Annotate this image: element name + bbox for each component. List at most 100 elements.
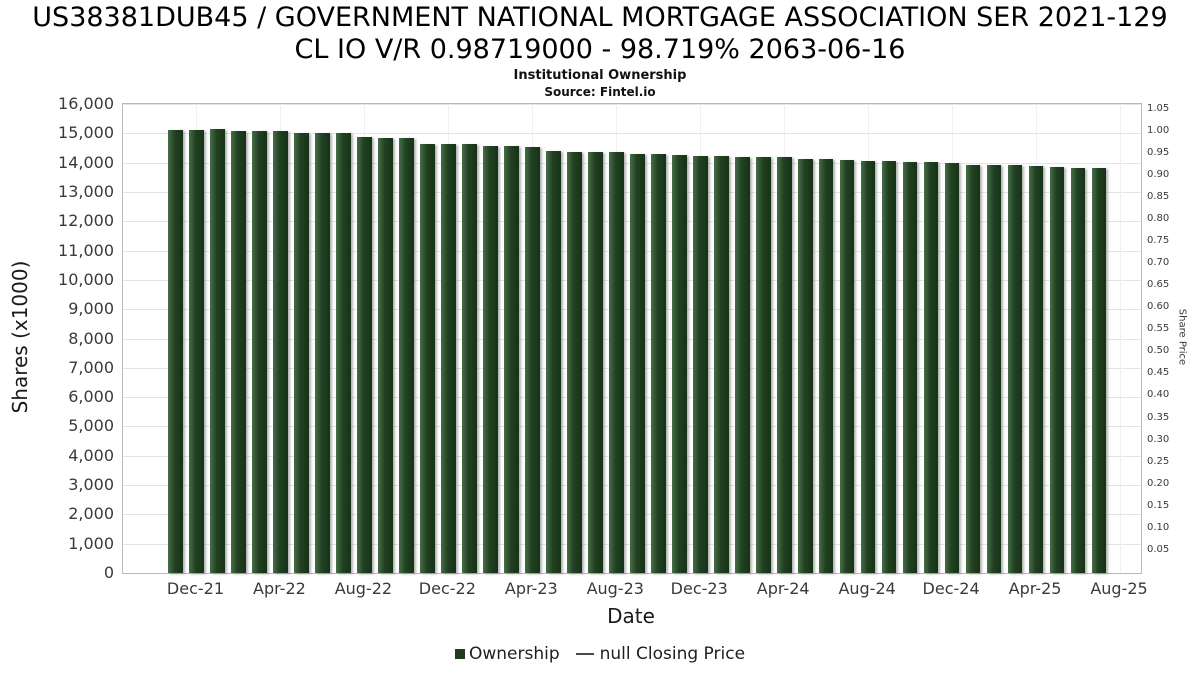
ownership-bar [294, 132, 309, 573]
x-tick-label: Aug-25 [1090, 579, 1148, 598]
y-tick-label-left: 12,000 [58, 211, 114, 231]
y-tick-label-left: 9,000 [68, 299, 114, 319]
y-tick-label-left: 13,000 [58, 181, 114, 201]
y-tick-label-left: 2,000 [68, 504, 114, 524]
y-tick-label-right: 0.20 [1147, 477, 1170, 489]
ownership-bar [189, 129, 204, 573]
ownership-bar [399, 137, 414, 573]
y-tick-label-right: 0.45 [1147, 367, 1170, 379]
ownership-bar [378, 137, 393, 573]
ownership-bar [231, 130, 246, 573]
ownership-bar [881, 160, 897, 573]
y-tick-label-right: 1.00 [1147, 124, 1170, 136]
chart-title-line1: US38381DUB45 / GOVERNMENT NATIONAL MORTG… [32, 2, 1168, 33]
chart-title-line2: CL IO V/R 0.98719000 - 98.719% 2063-06-1… [294, 34, 906, 65]
chart-source: Source: Fintel.io [544, 85, 656, 99]
ownership-bar [1049, 167, 1065, 573]
y-tick-label-right: 0.95 [1147, 146, 1170, 158]
y-tick-label-left: 14,000 [58, 152, 114, 172]
y-tick-label-left: 15,000 [58, 123, 114, 143]
ownership-bar [755, 156, 771, 573]
y-tick-label-right: 0.70 [1147, 257, 1170, 268]
y-tick-label-right: 0.75 [1147, 234, 1170, 246]
ownership-bar [252, 131, 267, 573]
ownership-bar [608, 152, 624, 573]
ownership-bar [1007, 165, 1023, 573]
ownership-bar [482, 145, 498, 573]
ownership-bar [734, 156, 750, 573]
closing-price-legend-line [575, 653, 594, 655]
ownership-bar [629, 153, 645, 573]
ownership-bar [902, 161, 918, 573]
x-tick-label: Dec-24 [922, 579, 980, 598]
ownership-bar [1070, 167, 1086, 573]
ownership-bar [545, 151, 561, 573]
ownership-bar [357, 137, 372, 573]
y-tick-label-left: 1,000 [68, 533, 114, 553]
y-tick-label-left: 11,000 [58, 240, 114, 260]
y-tick-label-right: 0.60 [1147, 301, 1170, 313]
x-axis-label: Date [607, 604, 655, 628]
horizontal-gridline [123, 104, 1141, 105]
y-tick-label-left: 16,000 [58, 94, 114, 113]
plot-area [122, 103, 1142, 574]
x-tick-label: Dec-21 [166, 579, 224, 598]
y-tick-label-left: 8,000 [68, 328, 114, 348]
ownership-bar [440, 144, 456, 573]
ownership-bar [168, 129, 183, 573]
x-tick-label: Aug-23 [586, 579, 644, 598]
x-tick-label: Dec-23 [670, 579, 728, 598]
x-tick-label: Apr-25 [1008, 579, 1062, 598]
y-tick-label-right: 0.65 [1147, 279, 1170, 291]
vertical-gridline [1120, 104, 1121, 573]
closing-price-legend-label: null Closing Price [599, 644, 746, 664]
ownership-bar [713, 156, 729, 573]
x-tick-label: Aug-22 [334, 579, 393, 598]
ownership-bar [273, 131, 288, 573]
ownership-bar [650, 153, 666, 573]
ownership-bar [336, 133, 351, 573]
y-tick-label-right: 0.40 [1147, 389, 1170, 401]
ownership-bar [986, 165, 1002, 573]
x-tick-label: Apr-22 [253, 579, 306, 598]
y-tick-label-right: 0.05 [1147, 543, 1170, 555]
ownership-legend-swatch [454, 649, 465, 659]
ownership-bar [776, 157, 792, 573]
y-tick-label-right: 0.35 [1147, 411, 1170, 423]
y-tick-label-right: 0.50 [1147, 345, 1170, 357]
y-tick-label-left: 6,000 [68, 387, 114, 407]
x-tick-label: Dec-22 [418, 579, 476, 598]
y-tick-label-right: 0.30 [1147, 433, 1170, 445]
y-tick-label-left: 10,000 [58, 269, 114, 289]
y-axis-label-right: Share Price [1176, 308, 1188, 366]
ownership-bar [420, 143, 435, 573]
ownership-bar [944, 162, 960, 573]
ownership-legend-label: Ownership [468, 644, 560, 664]
chart-subtitle: Institutional Ownership [513, 68, 687, 83]
ownership-bar [461, 143, 477, 573]
ownership-bar [1091, 167, 1107, 573]
ownership-bar [587, 151, 603, 573]
x-tick-label: Aug-24 [838, 579, 896, 598]
y-tick-label-right: 0.25 [1147, 455, 1170, 467]
ownership-bar [210, 129, 225, 573]
y-tick-label-right: 0.10 [1147, 521, 1170, 533]
horizontal-gridline [123, 133, 1141, 135]
ownership-bar [797, 158, 813, 573]
ownership-bar [923, 162, 939, 573]
ownership-bar [692, 155, 708, 573]
y-tick-label-left: 7,000 [68, 357, 114, 377]
ownership-bar [566, 151, 582, 573]
chart-legend: Ownership null Closing Price [0, 644, 1200, 664]
x-tick-label: Apr-23 [504, 579, 558, 598]
y-tick-label-left: 5,000 [68, 416, 114, 436]
ownership-bar [524, 146, 540, 573]
y-tick-label-left: 0 [103, 563, 114, 582]
ownership-bar [860, 160, 876, 573]
y-tick-label-right: 1.05 [1147, 102, 1170, 114]
y-tick-label-left: 4,000 [68, 445, 114, 465]
ownership-bar [965, 164, 981, 573]
ownership-bar [1028, 165, 1044, 573]
y-tick-label-right: 0.80 [1147, 212, 1170, 224]
